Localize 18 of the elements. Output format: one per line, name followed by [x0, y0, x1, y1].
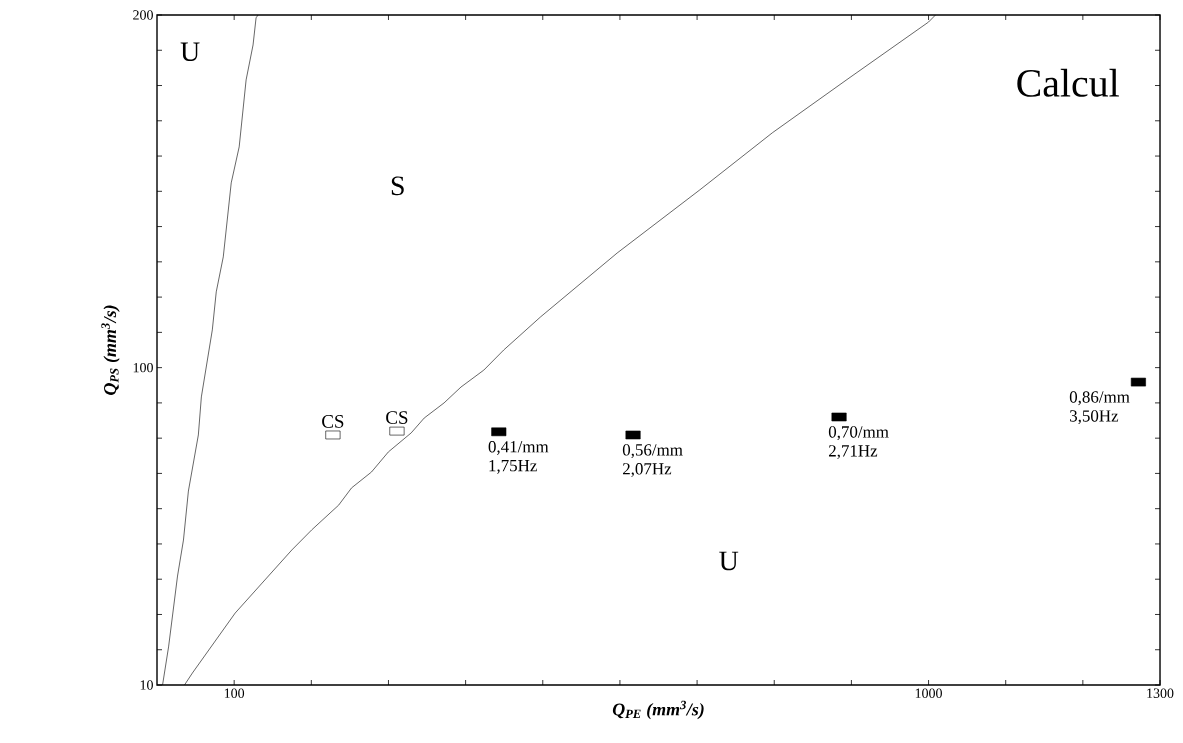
text: Calcul: [1017, 68, 1119, 97]
annotation: CS: [322, 415, 344, 428]
y-tick-label: 10: [140, 680, 153, 690]
y-tick-label: 100: [133, 362, 153, 373]
annotation: 0,86/mm 3,50Hz: [1069, 391, 1130, 425]
y-axis-title: Q$_{PS}$ (mm$^{3}$/s): [101, 305, 120, 395]
annotation: S: [391, 176, 404, 196]
annotation: U: [180, 42, 200, 62]
x-axis-title: Q$_{PE}$ (mm$^{3}$/s): [612, 700, 704, 720]
x-tick-label: 1300: [1147, 688, 1174, 698]
annotation: CS: [386, 411, 408, 424]
annotation: 0,70/mm 2,71Hz: [828, 426, 889, 459]
annotation: U: [719, 551, 739, 571]
annotation: 0,41/mm 1,75Hz: [488, 441, 549, 474]
x-tick-label: 1000: [915, 688, 942, 698]
annotation: 0,56/mm 2,07Hz: [622, 444, 683, 477]
x-tick-label: 100: [224, 688, 245, 698]
y-tick-label: 200: [133, 10, 153, 20]
